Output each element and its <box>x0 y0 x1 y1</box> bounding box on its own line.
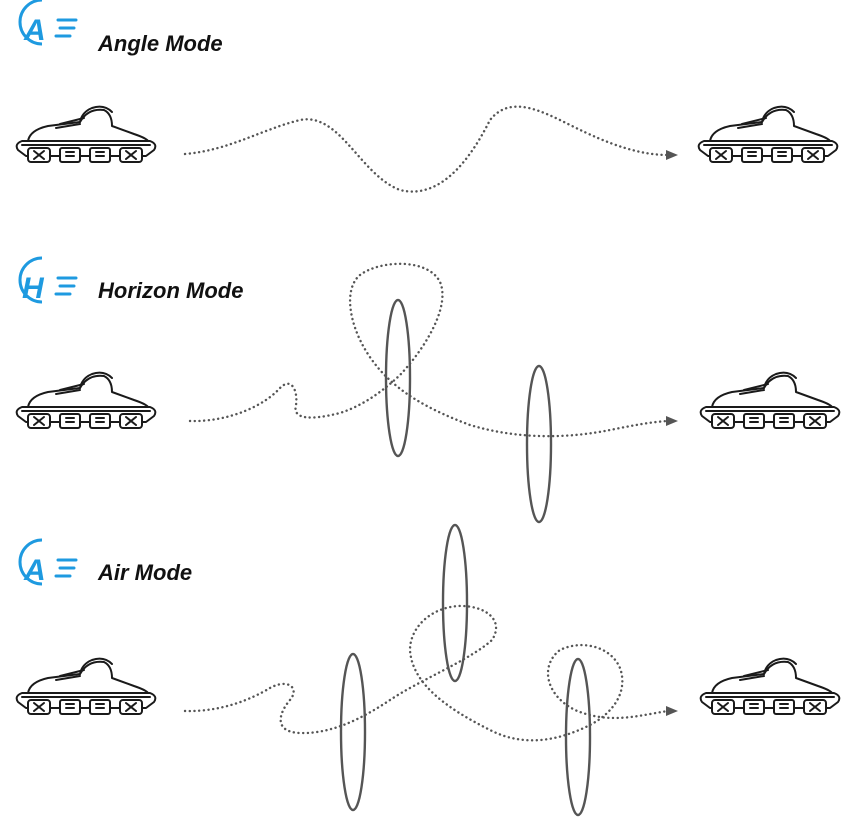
angle-mode-flight-path <box>183 105 670 193</box>
drone-icon <box>699 371 841 429</box>
roll-maneuver <box>441 523 469 683</box>
roll-maneuver <box>384 298 412 458</box>
drone-icon <box>15 657 157 715</box>
angle-mode-badge-icon: A <box>18 0 78 47</box>
air-mode-badge-letter: A <box>23 554 46 587</box>
air-mode-title: Air Mode <box>97 560 192 585</box>
drone-icon <box>697 105 839 163</box>
angle-mode-section: A Angle Mode <box>15 0 839 193</box>
angle-mode-badge-letter: A <box>23 14 46 47</box>
air-mode-flight-path <box>183 604 670 742</box>
horizon-mode-badge-letter: H <box>22 272 45 305</box>
arrow-head-icon <box>666 416 678 426</box>
horizon-mode-title: Horizon Mode <box>98 278 243 303</box>
arrow-head-icon <box>666 150 678 160</box>
drone-icon <box>15 105 157 163</box>
air-mode-section: A Air Mode <box>15 523 841 817</box>
roll-maneuver <box>339 652 367 812</box>
angle-mode-title: Angle Mode <box>97 31 223 56</box>
roll-maneuver <box>525 364 553 524</box>
horizon-mode-flight-path <box>188 262 670 438</box>
horizon-mode-section: H Horizon Mode <box>15 256 841 524</box>
roll-maneuver <box>564 657 592 817</box>
air-mode-badge-icon: A <box>18 538 78 587</box>
arrow-head-icon <box>666 706 678 716</box>
drone-icon <box>15 371 157 429</box>
horizon-mode-badge-icon: H <box>18 256 78 305</box>
drone-icon <box>699 657 841 715</box>
